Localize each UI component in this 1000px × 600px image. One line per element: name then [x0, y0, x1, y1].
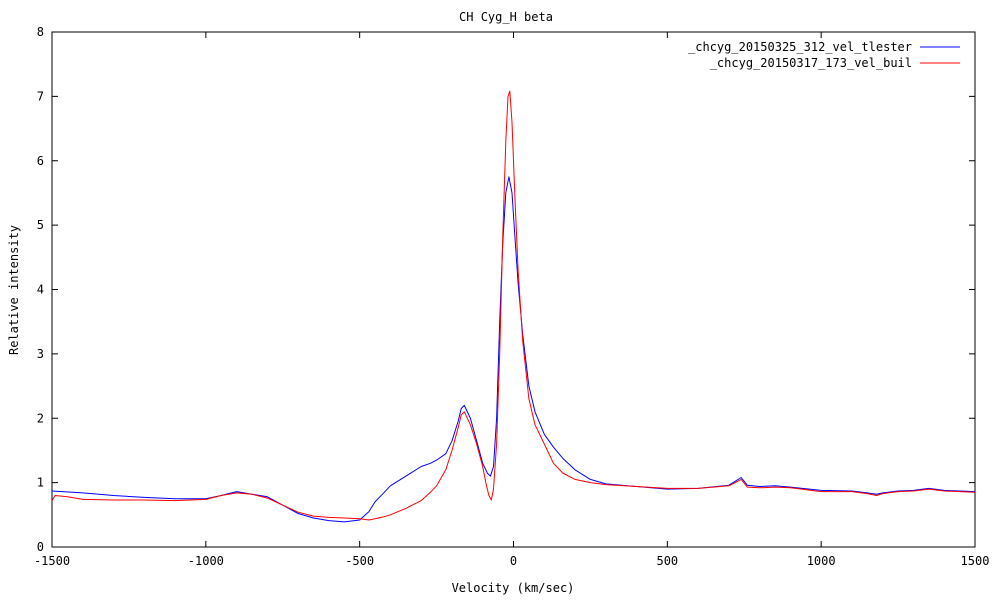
- legend-label-1: _chcyg_20150325_312_vel_tlester: [688, 40, 912, 54]
- y-tick-label: 2: [37, 411, 44, 425]
- y-axis-label: Relative intensity: [7, 225, 21, 355]
- x-tick-label: 500: [656, 554, 678, 568]
- y-tick-label: 3: [37, 347, 44, 361]
- y-tick-label: 7: [37, 89, 44, 103]
- y-tick-label: 1: [37, 476, 44, 490]
- x-tick-label: 1500: [961, 554, 990, 568]
- plot-frame: [51, 31, 976, 548]
- series-line-2: [51, 90, 976, 521]
- x-axis-label: Velocity (km/sec): [452, 581, 575, 595]
- x-tick-label: 1000: [807, 554, 836, 568]
- x-tick-label: 0: [510, 554, 517, 568]
- x-axis: -1500 -1000 -500 0 500 1000 1500: [34, 32, 990, 568]
- y-tick-label: 5: [37, 218, 44, 232]
- y-tick-label: 6: [37, 154, 44, 168]
- series-line-1: [51, 176, 976, 523]
- y-tick-label: 4: [37, 283, 44, 297]
- x-tick-label: -500: [345, 554, 374, 568]
- x-tick-label: -1000: [188, 554, 224, 568]
- y-tick-label: 8: [37, 25, 44, 39]
- y-axis: 0 1 2 3 4 5 6 7 8: [37, 25, 975, 554]
- chart-title: CH Cyg_H beta: [459, 10, 553, 24]
- legend-label-2: _chcyg_20150317_173_vel_buil: [710, 56, 912, 70]
- x-tick-label: -1500: [34, 554, 70, 568]
- series-group: [51, 90, 976, 523]
- legend: _chcyg_20150325_312_vel_tlester _chcyg_20…: [688, 40, 960, 70]
- y-tick-label: 0: [37, 540, 44, 554]
